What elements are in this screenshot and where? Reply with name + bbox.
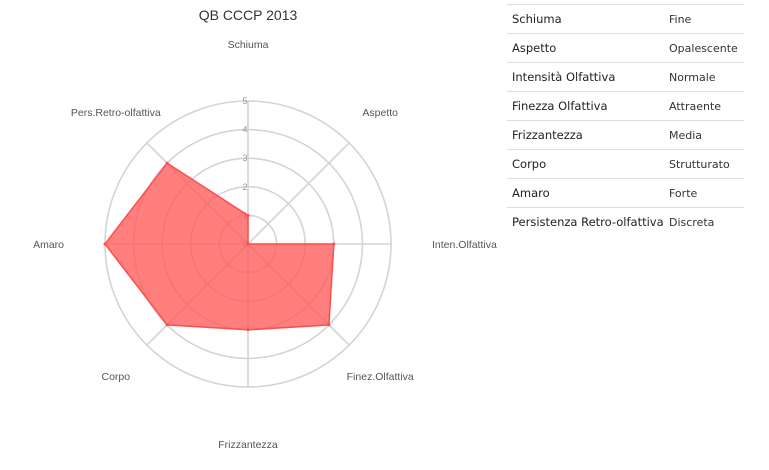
tick-label: 5 [242, 96, 247, 106]
attribute-value-cell: Forte [664, 178, 744, 208]
attribute-name-cell: Amaro [507, 178, 664, 208]
axis-label: Frizzantezza [218, 439, 278, 451]
axis-label: Aspetto [362, 107, 398, 119]
axis-label: Pers.Retro-olfattiva [71, 107, 161, 119]
attribute-value-cell: Discreta [669, 215, 715, 229]
axis-label: Inten.Olfattiva [432, 239, 497, 251]
radar-axis-labels: Schiuma Aspetto Inten.Olfattiva Finez.Olfat… [33, 39, 497, 451]
table-row: Frizzantezza Media [507, 120, 744, 150]
data-point [327, 323, 331, 327]
series-polygon [104, 162, 335, 331]
radar-series [103, 161, 336, 332]
data-point [332, 242, 336, 246]
tick-label: 2 [242, 182, 247, 192]
axis-label: Finez.Olfattiva [347, 371, 414, 383]
table-row: Persistenza Retro-olfattiva Discreta [507, 208, 744, 237]
attribute-value-cell: Strutturato [664, 149, 744, 179]
attribute-value-cell: Media [664, 120, 744, 150]
data-point [103, 242, 107, 246]
data-point [246, 328, 250, 332]
table-row: Schiuma Fine [507, 4, 744, 34]
chart-title: QB CCCP 2013 [199, 7, 298, 23]
table-row: Intensità Olfattiva Normale [507, 62, 744, 92]
data-point [165, 161, 169, 165]
table-row: Finezza Olfattiva Attraente [507, 91, 744, 121]
data-point [246, 213, 250, 217]
table-row: Amaro Forte [507, 178, 744, 208]
attribute-value-cell: Fine [664, 4, 744, 34]
attribute-name-cell: Corpo [507, 149, 664, 179]
attribute-name-cell: Aspetto [507, 33, 664, 63]
attributes-table: Schiuma Fine Aspetto Opalescente Intensità O… [507, 4, 744, 236]
attribute-name-cell: Finezza Olfattiva [507, 91, 664, 121]
attribute-value-cell: Opalescente [664, 33, 744, 63]
attributes-table-body: Schiuma Fine Aspetto Opalescente Intensità O… [507, 4, 744, 237]
table-row: Aspetto Opalescente [507, 33, 744, 63]
data-point [246, 242, 250, 246]
grid-spoke [247, 142, 350, 245]
attribute-name-cell: Intensità Olfattiva [507, 62, 664, 92]
tick-label: 4 [242, 125, 247, 135]
attribute-name-cell: Frizzantezza [507, 120, 664, 150]
axis-label: Amaro [33, 239, 64, 251]
axis-label: Corpo [101, 371, 130, 383]
attribute-name-cell: Schiuma [507, 4, 664, 34]
tick-label: 3 [242, 153, 247, 163]
data-point [165, 323, 169, 327]
attribute-value-cell: Attraente [664, 91, 744, 121]
table-row: Corpo Strutturato [507, 149, 744, 179]
attribute-name-cell: Persistenza Retro-olfattiva [512, 215, 664, 229]
attribute-value-cell: Normale [664, 62, 744, 92]
axis-label: Schiuma [228, 39, 269, 51]
radar-chart-panel: QB CCCP 2013 012345 SchiumaAspettoInten.… [33, 7, 497, 451]
radar-chart: QB CCCP 2013 012345 SchiumaAspettoInten.… [33, 7, 497, 451]
